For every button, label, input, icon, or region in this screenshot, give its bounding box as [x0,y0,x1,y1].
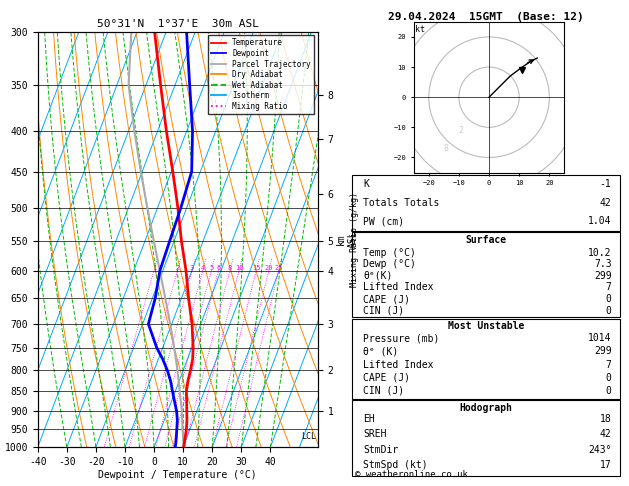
Text: Surface: Surface [465,235,506,245]
Text: CAPE (J): CAPE (J) [363,294,410,304]
Text: CAPE (J): CAPE (J) [363,373,410,382]
Text: CIN (J): CIN (J) [363,306,404,316]
Text: 4: 4 [201,265,205,271]
Text: 18: 18 [600,414,611,424]
Text: θᵉ(K): θᵉ(K) [363,271,392,281]
Text: 17: 17 [600,460,611,470]
Text: 299: 299 [594,347,611,356]
Text: 8: 8 [228,265,232,271]
Text: Hodograph: Hodograph [459,403,513,413]
Text: 25: 25 [274,265,283,271]
Text: 10: 10 [235,265,243,271]
Y-axis label: hPa: hPa [0,230,2,248]
Title: 50°31'N  1°37'E  30m ASL: 50°31'N 1°37'E 30m ASL [97,19,259,30]
Text: K: K [363,179,369,189]
Text: 299: 299 [594,271,611,281]
Text: Dewp (°C): Dewp (°C) [363,259,416,269]
Text: 7: 7 [606,282,611,293]
X-axis label: Dewpoint / Temperature (°C): Dewpoint / Temperature (°C) [98,469,257,480]
Text: 0: 0 [606,294,611,304]
Text: 10.2: 10.2 [588,248,611,258]
Text: Lifted Index: Lifted Index [363,360,433,369]
Text: StmSpd (kt): StmSpd (kt) [363,460,428,470]
Text: 42: 42 [600,430,611,439]
Text: 20: 20 [264,265,273,271]
Text: CIN (J): CIN (J) [363,386,404,396]
Text: LCL: LCL [301,432,316,441]
Text: 7.3: 7.3 [594,259,611,269]
Text: PW (cm): PW (cm) [363,216,404,226]
Text: 6: 6 [216,265,221,271]
Text: StmDir: StmDir [363,445,398,455]
Text: 1: 1 [152,265,156,271]
Y-axis label: km
ASL: km ASL [336,230,358,248]
Text: θᵉ (K): θᵉ (K) [363,347,398,356]
Text: © weatheronline.co.uk: © weatheronline.co.uk [355,469,468,479]
Text: 42: 42 [600,197,611,208]
Text: 29.04.2024  15GMT  (Base: 12): 29.04.2024 15GMT (Base: 12) [388,12,584,22]
Text: 5: 5 [209,265,213,271]
Text: -1: -1 [600,179,611,189]
Text: Temp (°C): Temp (°C) [363,248,416,258]
Text: SREH: SREH [363,430,386,439]
Text: kt: kt [415,25,425,34]
Text: 3: 3 [190,265,194,271]
Text: Lifted Index: Lifted Index [363,282,433,293]
Text: 2: 2 [459,126,464,136]
Text: 1014: 1014 [588,333,611,343]
Text: Pressure (mb): Pressure (mb) [363,333,439,343]
Text: Most Unstable: Most Unstable [448,321,524,331]
Text: 2: 2 [175,265,179,271]
Text: Mixing Ratio (g/kg): Mixing Ratio (g/kg) [350,192,359,287]
Text: 243°: 243° [588,445,611,455]
Text: 0: 0 [606,306,611,316]
Text: 8: 8 [444,144,449,154]
Text: EH: EH [363,414,375,424]
Text: Totals Totals: Totals Totals [363,197,439,208]
Text: 7: 7 [606,360,611,369]
Text: 0: 0 [606,373,611,382]
Text: 1.04: 1.04 [588,216,611,226]
Text: 0: 0 [606,386,611,396]
Text: 15: 15 [252,265,260,271]
Legend: Temperature, Dewpoint, Parcel Trajectory, Dry Adiabat, Wet Adiabat, Isotherm, Mi: Temperature, Dewpoint, Parcel Trajectory… [208,35,314,114]
